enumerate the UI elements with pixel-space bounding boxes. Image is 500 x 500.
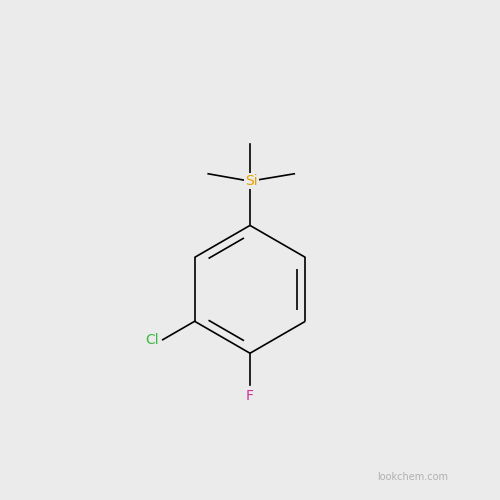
- Text: F: F: [246, 389, 254, 403]
- Text: Si: Si: [245, 174, 258, 188]
- Text: lookchem.com: lookchem.com: [377, 472, 448, 482]
- Text: Cl: Cl: [145, 332, 159, 346]
